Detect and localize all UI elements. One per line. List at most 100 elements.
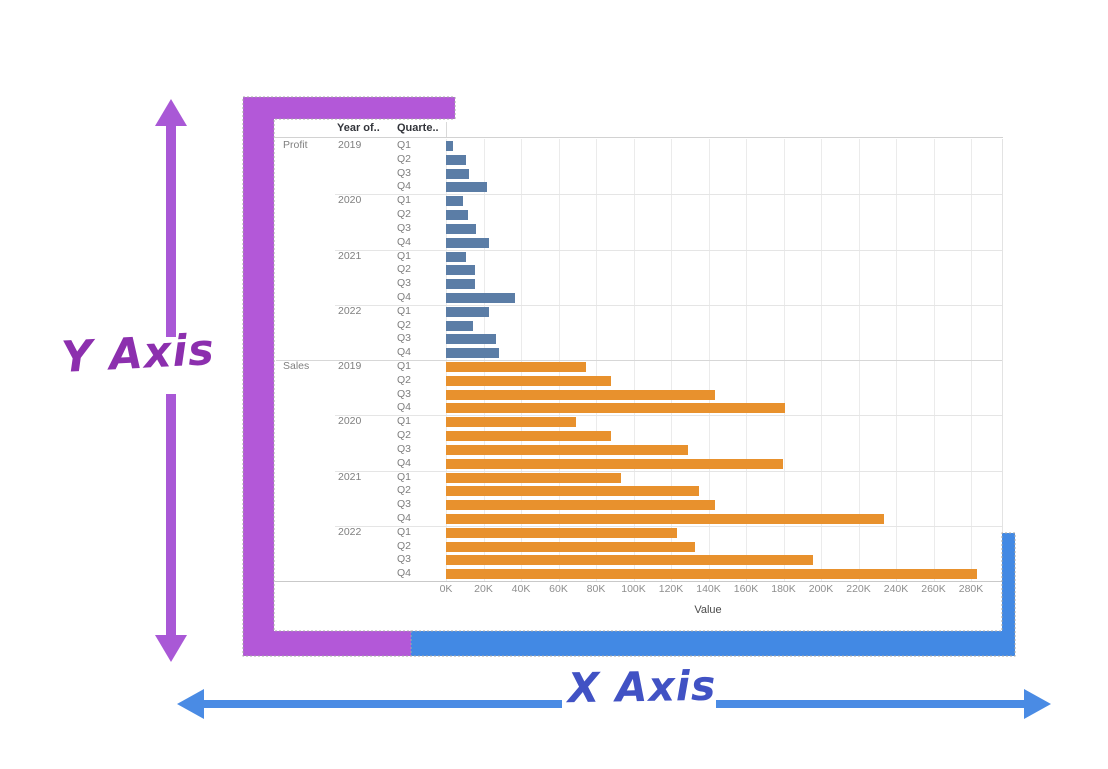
bar-sales-2022-q1[interactable] xyxy=(446,527,678,538)
year-separator xyxy=(335,415,1002,417)
quarter-label[interactable]: Q3 xyxy=(397,442,412,455)
bar-profit-2022-q1[interactable] xyxy=(446,306,490,317)
bar-profit-2019-q3[interactable] xyxy=(446,168,470,179)
bar-sales-2021-q1[interactable] xyxy=(446,472,622,483)
quarter-label[interactable]: Q4 xyxy=(397,235,412,248)
year-label[interactable]: 2020 xyxy=(338,415,362,428)
x-tick-label: 160K xyxy=(733,583,759,595)
quarter-label[interactable]: Q3 xyxy=(397,553,412,566)
quarter-label[interactable]: Q3 xyxy=(397,387,412,400)
x-tick-label: 180K xyxy=(771,583,796,595)
quarter-label[interactable]: Q2 xyxy=(397,208,412,221)
bar-profit-2019-q2[interactable] xyxy=(446,154,467,165)
quarter-label[interactable]: Q3 xyxy=(397,332,412,345)
year-label[interactable]: 2020 xyxy=(338,194,362,207)
bar-sales-2019-q2[interactable] xyxy=(446,375,612,386)
bar-sales-2020-q3[interactable] xyxy=(446,444,688,455)
bar-sales-2019-q4[interactable] xyxy=(446,403,785,414)
bar-sales-2020-q4[interactable] xyxy=(446,458,784,469)
bar-profit-2022-q4[interactable] xyxy=(446,348,499,359)
quarter-label[interactable]: Q4 xyxy=(397,401,412,414)
bar-sales-2020-q2[interactable] xyxy=(446,431,612,442)
year-separator xyxy=(335,470,1002,472)
bar-profit-2022-q2[interactable] xyxy=(446,320,473,331)
bar-sales-2020-q1[interactable] xyxy=(446,417,576,428)
bar-sales-2021-q3[interactable] xyxy=(446,500,716,511)
bar-sales-2019-q3[interactable] xyxy=(446,389,716,400)
quarter-label[interactable]: Q4 xyxy=(397,567,412,580)
quarter-label[interactable]: Q1 xyxy=(397,304,412,317)
x-axis: 0K 20K 40K 60K 80K 100K 120K 140K 160K 180K 200K 22… xyxy=(275,583,1003,598)
x-tick-label: 80K xyxy=(586,583,606,595)
quarter-label[interactable]: Q1 xyxy=(397,525,412,538)
x-tick-label: 200K xyxy=(808,583,834,595)
bar-profit-2021-q4[interactable] xyxy=(446,292,516,303)
quarter-label[interactable]: Q1 xyxy=(397,194,412,207)
quarter-label[interactable]: Q1 xyxy=(397,249,412,262)
bar-profit-2020-q3[interactable] xyxy=(446,223,477,234)
quarter-label[interactable]: Q2 xyxy=(397,152,412,165)
quarter-label[interactable]: Q2 xyxy=(397,318,412,331)
bar-profit-2020-q2[interactable] xyxy=(446,210,468,221)
x-tick-label: 140K xyxy=(696,583,721,595)
quarter-label[interactable]: Q4 xyxy=(397,456,412,469)
year-label[interactable]: 2022 xyxy=(338,525,362,538)
year-separator xyxy=(335,249,1002,251)
quarter-label[interactable]: Q4 xyxy=(397,346,412,359)
y-axis-annotation-label: Y Axis xyxy=(60,325,216,383)
x-tick-label: 100K xyxy=(621,583,646,595)
bar-profit-2020-q4[interactable] xyxy=(446,237,489,248)
bar-profit-2019-q4[interactable] xyxy=(446,182,487,193)
measure-separator xyxy=(276,360,1002,361)
quarter-label[interactable]: Q1 xyxy=(397,415,412,428)
quarter-label[interactable]: Q1 xyxy=(397,470,412,483)
quarter-label[interactable]: Q4 xyxy=(397,511,412,524)
quarter-label[interactable]: Q4 xyxy=(397,180,412,193)
measure-label-profit[interactable]: Profit xyxy=(283,139,308,151)
bar-profit-2021-q3[interactable] xyxy=(446,279,475,290)
measure-label-sales[interactable]: Sales xyxy=(283,360,310,372)
year-label[interactable]: 2019 xyxy=(338,139,362,151)
year-label[interactable]: 2021 xyxy=(338,470,362,483)
quarter-label[interactable]: Q2 xyxy=(397,263,412,276)
quarter-label[interactable]: Q2 xyxy=(397,539,412,552)
quarter-label[interactable]: Q4 xyxy=(397,290,412,303)
column-header-year[interactable]: Year of.. xyxy=(337,122,380,134)
bar-sales-2022-q3[interactable] xyxy=(446,555,814,566)
bar-profit-2019-q1[interactable] xyxy=(446,141,454,151)
x-axis-annotation-label: X Axis xyxy=(567,661,717,713)
bar-sales-2022-q2[interactable] xyxy=(446,541,696,552)
bar-sales-2019-q1[interactable] xyxy=(446,362,586,372)
year-label[interactable]: 2021 xyxy=(338,249,362,262)
bar-sales-2022-q4[interactable] xyxy=(446,569,977,580)
quarter-label[interactable]: Q2 xyxy=(397,484,412,497)
year-label[interactable]: 2019 xyxy=(338,360,362,372)
x-tick-label: 20K xyxy=(474,583,493,595)
quarter-label[interactable]: Q2 xyxy=(397,373,412,386)
column-header-quarter[interactable]: Quarte.. xyxy=(397,122,439,134)
bar-profit-2022-q3[interactable] xyxy=(446,334,497,345)
tableau-chart: Year of.. Quarte.. Profit 2019 Q1 Q2 Q3 Q4 202… xyxy=(275,119,1003,630)
bar-sales-2021-q2[interactable] xyxy=(446,486,699,497)
quarter-label[interactable]: Q3 xyxy=(397,221,412,234)
year-label[interactable]: 2022 xyxy=(338,304,362,317)
x-tick-label: 60K xyxy=(549,583,568,595)
x-tick-label: 220K xyxy=(846,583,871,595)
quarter-label[interactable]: Q3 xyxy=(397,166,412,179)
quarter-label[interactable]: Q2 xyxy=(397,429,412,442)
quarter-label[interactable]: Q3 xyxy=(397,498,412,511)
quarter-label[interactable]: Q1 xyxy=(397,360,412,372)
x-tick-label: 240K xyxy=(883,583,909,595)
bar-sales-2021-q4[interactable] xyxy=(446,513,884,524)
year-separator xyxy=(335,194,1002,196)
bar-profit-2020-q1[interactable] xyxy=(446,196,464,207)
quarter-label[interactable]: Q1 xyxy=(397,139,412,151)
bar-profit-2021-q2[interactable] xyxy=(446,265,476,276)
x-tick-label: 280K xyxy=(958,583,984,595)
bar-profit-2021-q1[interactable] xyxy=(446,251,467,262)
x-tick-label: 0K xyxy=(439,583,453,595)
x-tick-label: 120K xyxy=(658,583,684,595)
x-tick-label: 260K xyxy=(921,583,946,595)
year-separator xyxy=(335,525,1002,527)
quarter-label[interactable]: Q3 xyxy=(397,277,412,290)
